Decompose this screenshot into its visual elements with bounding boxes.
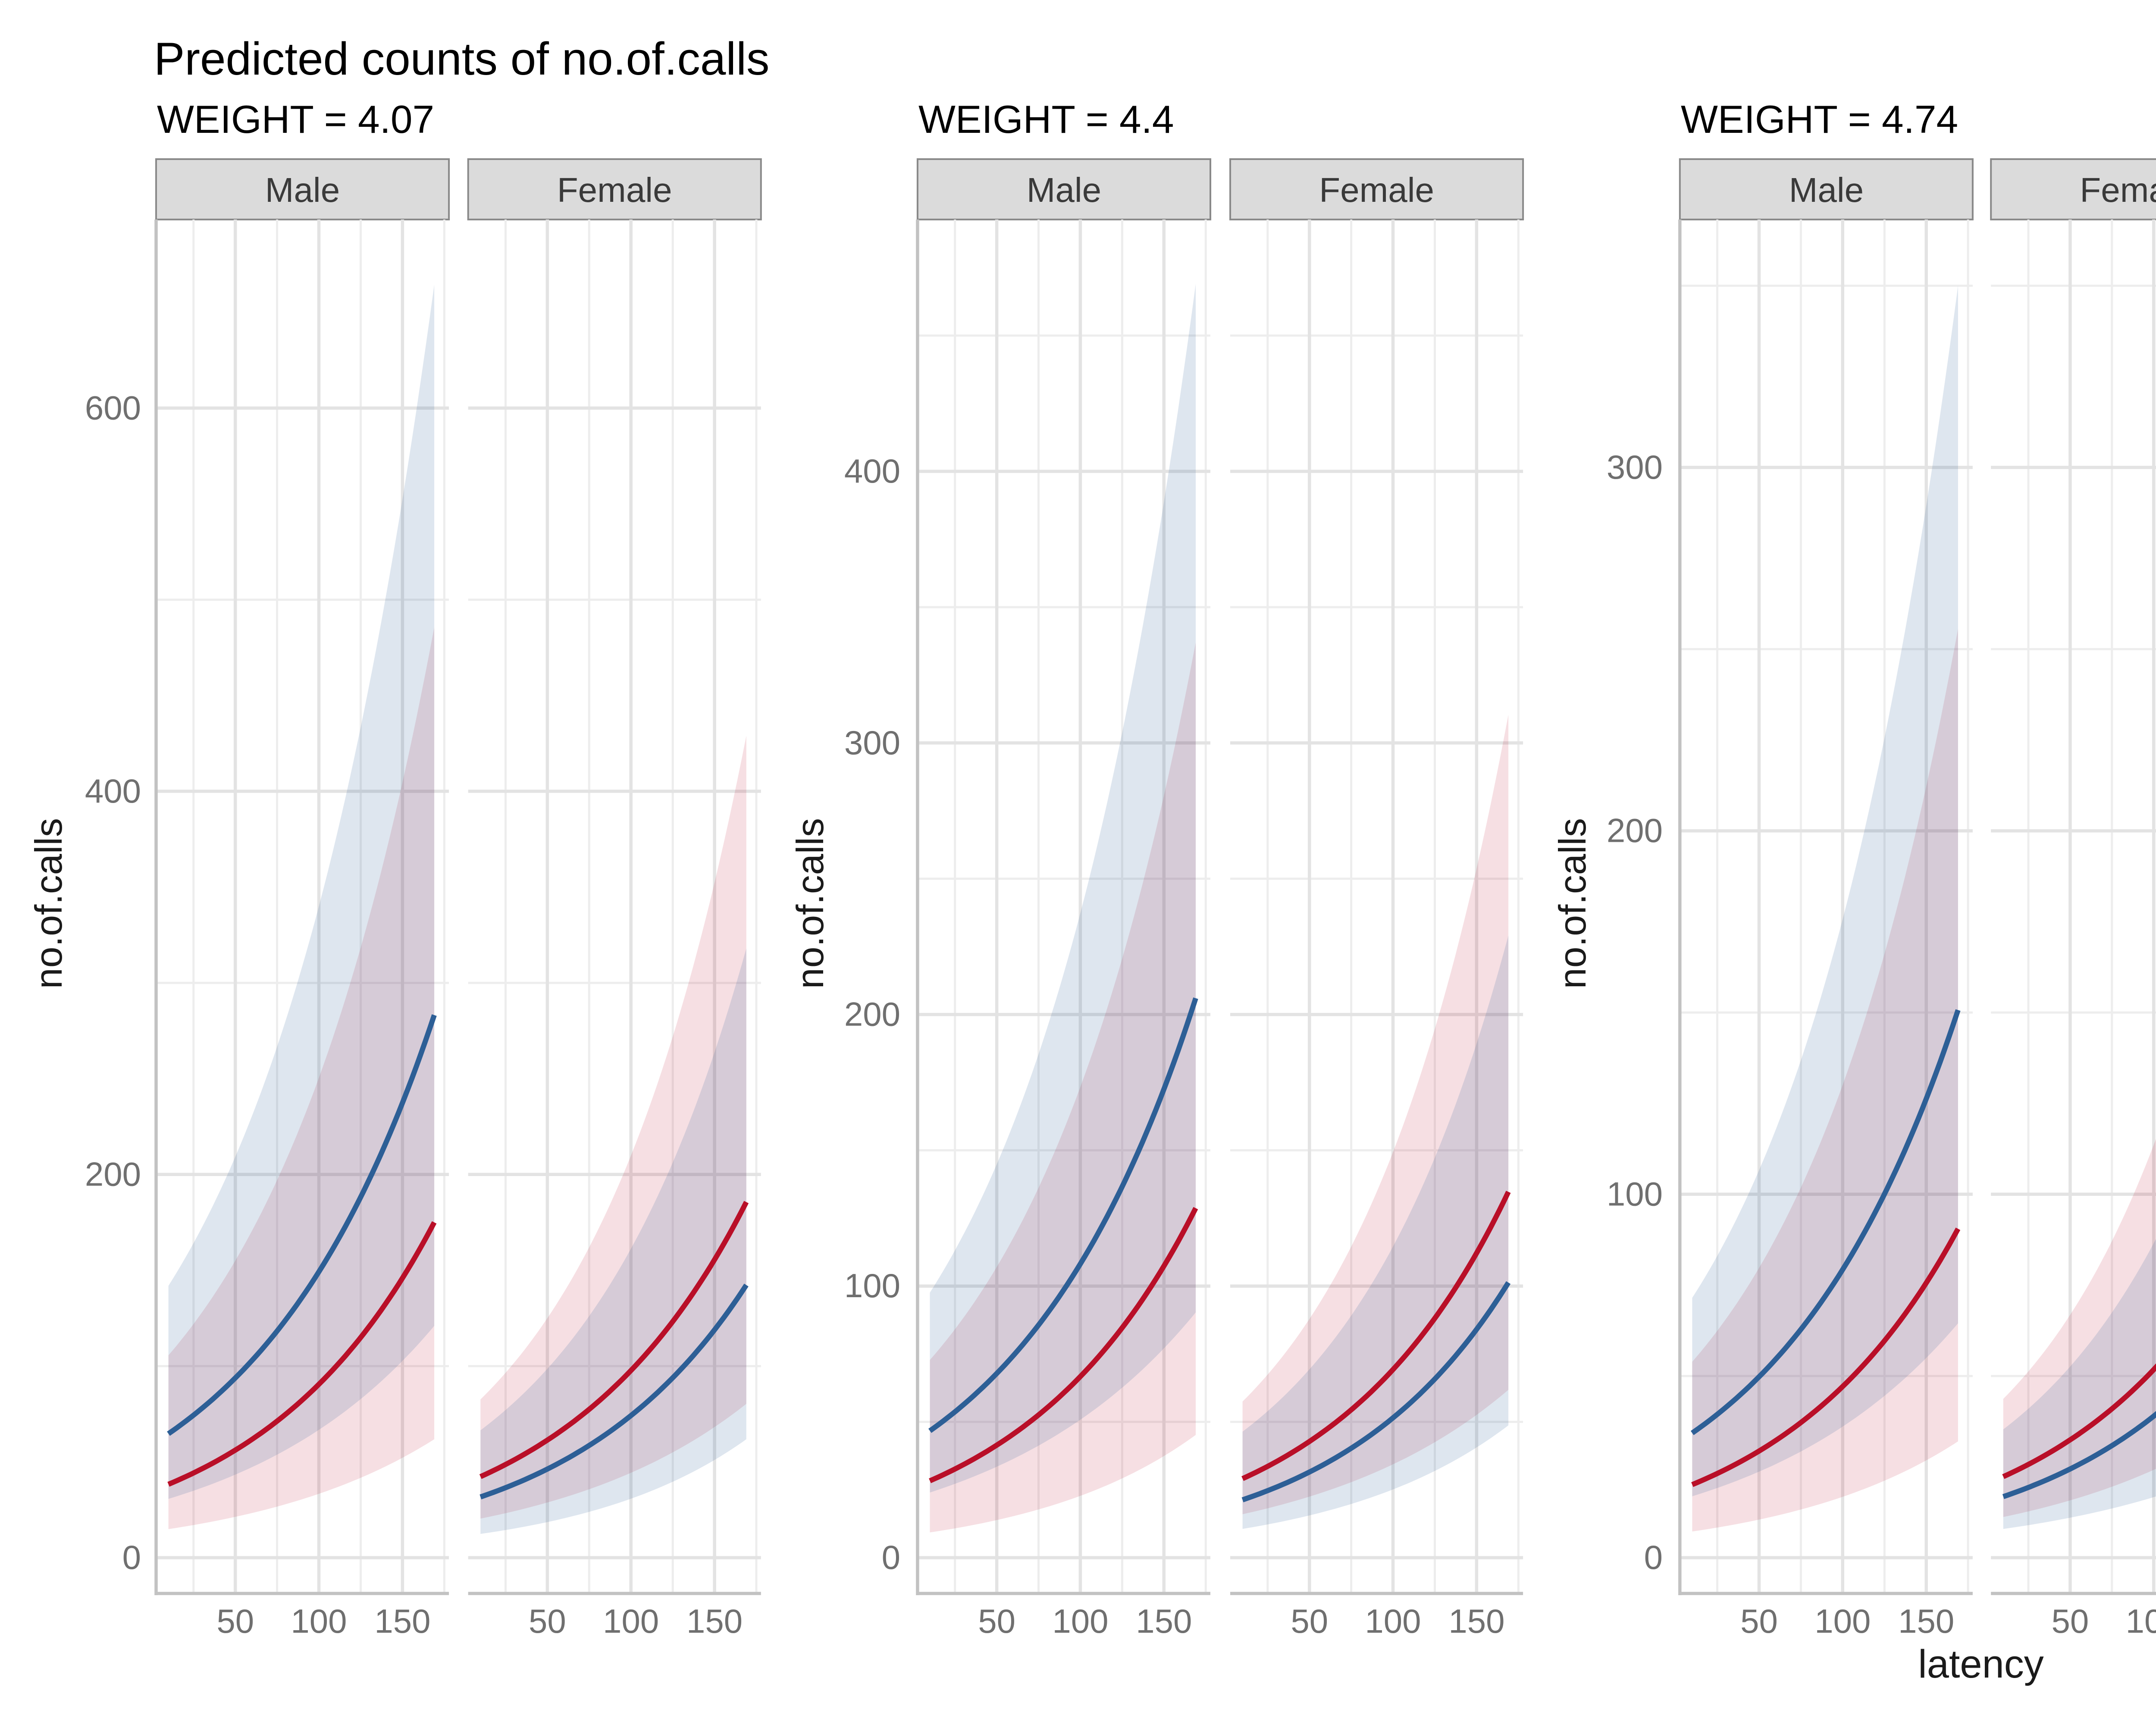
svg-text:300: 300 — [844, 724, 900, 762]
svg-text:300: 300 — [1607, 448, 1663, 486]
svg-text:100: 100 — [1814, 1602, 1871, 1640]
svg-text:Male: Male — [1789, 171, 1864, 209]
svg-text:50: 50 — [1291, 1602, 1328, 1640]
svg-text:50: 50 — [1740, 1602, 1778, 1640]
svg-text:200: 200 — [85, 1155, 141, 1193]
svg-text:0: 0 — [1644, 1538, 1663, 1576]
svg-text:100: 100 — [291, 1602, 347, 1640]
svg-text:150: 150 — [686, 1602, 743, 1640]
svg-text:200: 200 — [1607, 812, 1663, 850]
svg-text:150: 150 — [374, 1602, 430, 1640]
svg-text:Female: Female — [2080, 171, 2156, 209]
svg-text:latency: latency — [1918, 1642, 2044, 1686]
svg-text:100: 100 — [2126, 1602, 2156, 1640]
svg-text:WEIGHT = 4.74: WEIGHT = 4.74 — [1681, 98, 1958, 141]
svg-text:0: 0 — [882, 1538, 900, 1576]
svg-text:Female: Female — [557, 171, 672, 209]
svg-text:100: 100 — [603, 1602, 659, 1640]
svg-text:100: 100 — [1365, 1602, 1421, 1640]
svg-text:Predicted counts of no.of.call: Predicted counts of no.of.calls — [154, 33, 769, 85]
svg-text:50: 50 — [529, 1602, 566, 1640]
svg-text:400: 400 — [85, 772, 141, 810]
svg-text:0: 0 — [122, 1538, 141, 1576]
svg-text:50: 50 — [2052, 1602, 2089, 1640]
svg-text:WEIGHT = 4.4: WEIGHT = 4.4 — [918, 98, 1174, 141]
svg-text:400: 400 — [844, 452, 900, 490]
svg-text:600: 600 — [85, 389, 141, 427]
svg-text:50: 50 — [216, 1602, 254, 1640]
svg-text:Male: Male — [265, 171, 340, 209]
svg-text:no.of.calls: no.of.calls — [789, 818, 831, 989]
svg-text:Male: Male — [1027, 171, 1101, 209]
svg-text:150: 150 — [1898, 1602, 1954, 1640]
svg-text:150: 150 — [1136, 1602, 1192, 1640]
svg-text:100: 100 — [1607, 1175, 1663, 1213]
svg-text:150: 150 — [1448, 1602, 1504, 1640]
svg-text:no.of.calls: no.of.calls — [1551, 818, 1594, 989]
svg-text:100: 100 — [1052, 1602, 1108, 1640]
svg-text:200: 200 — [844, 995, 900, 1033]
svg-text:50: 50 — [978, 1602, 1015, 1640]
svg-text:WEIGHT = 4.07: WEIGHT = 4.07 — [157, 98, 434, 141]
svg-text:Female: Female — [1319, 171, 1434, 209]
svg-text:no.of.calls: no.of.calls — [27, 818, 70, 989]
svg-text:100: 100 — [844, 1267, 900, 1305]
